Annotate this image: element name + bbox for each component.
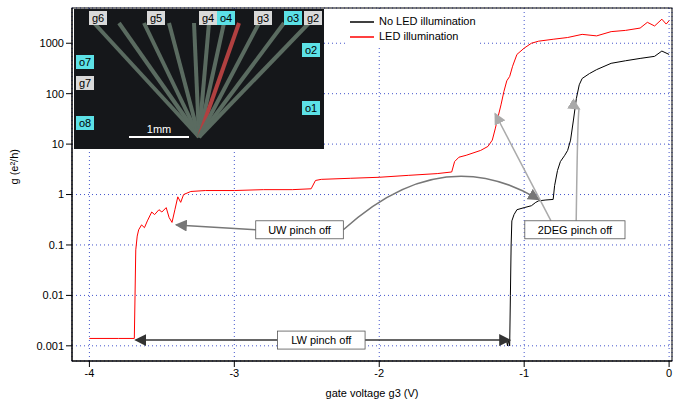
svg-text:o1: o1 (305, 102, 317, 114)
svg-text:-4: -4 (85, 367, 95, 379)
svg-text:1mm: 1mm (147, 123, 171, 135)
svg-text:g4: g4 (202, 12, 214, 24)
svg-text:2DEG pinch off: 2DEG pinch off (538, 224, 613, 236)
svg-text:g7: g7 (79, 77, 91, 89)
svg-text:-2: -2 (374, 367, 384, 379)
svg-text:-1: -1 (519, 367, 529, 379)
svg-text:100: 100 (46, 88, 64, 100)
svg-text:UW pinch off: UW pinch off (268, 224, 332, 236)
svg-text:g3: g3 (257, 12, 269, 24)
svg-text:gate voltage g3 (V): gate voltage g3 (V) (326, 387, 419, 399)
svg-text:0.1: 0.1 (49, 239, 64, 251)
svg-text:10: 10 (52, 138, 64, 150)
svg-text:g6: g6 (92, 12, 104, 24)
svg-text:g5: g5 (150, 12, 162, 24)
svg-text:1000: 1000 (40, 37, 64, 49)
svg-text:o8: o8 (79, 117, 91, 129)
svg-text:o2: o2 (305, 44, 317, 56)
svg-text:0.01: 0.01 (43, 289, 64, 301)
svg-text:g2: g2 (307, 12, 319, 24)
svg-text:o3: o3 (287, 12, 299, 24)
svg-text:-3: -3 (229, 367, 239, 379)
svg-text:o7: o7 (79, 56, 91, 68)
svg-text:1: 1 (58, 188, 64, 200)
svg-text:0.001: 0.001 (36, 340, 64, 352)
html-text:LED illumination: LED illumination (379, 30, 459, 42)
svg-text:o4: o4 (220, 12, 232, 24)
svg-text:LW pinch off: LW pinch off (291, 334, 352, 346)
svg-text:g (e²/h): g (e²/h) (8, 149, 20, 184)
html-text:No LED illumination: No LED illumination (379, 15, 476, 27)
svg-text:0: 0 (666, 367, 672, 379)
